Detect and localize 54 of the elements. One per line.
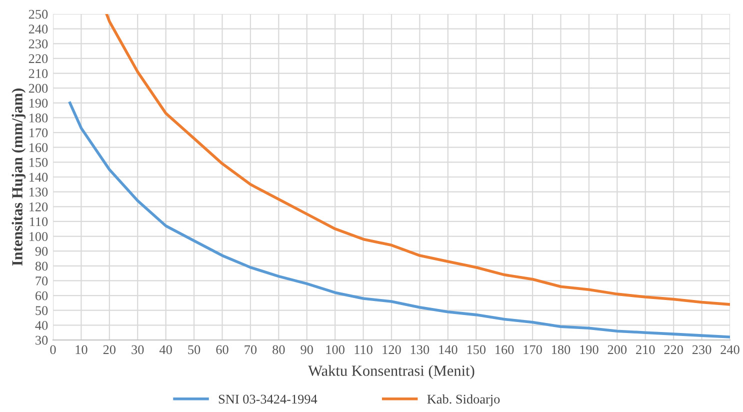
y-tick-label: 90 [35,246,48,256]
y-tick-label: 120 [30,202,48,212]
legend-label: Kab. Sidoarjo [427,394,500,406]
x-tick-label: 210 [636,345,655,354]
y-tick-label: 110 [30,217,48,226]
y-tick-label: 130 [30,188,48,197]
y-tick-label: 150 [30,158,48,167]
x-axis-title: Waktu Konsentrasi (Menit) [308,365,474,380]
y-tick-label: 220 [28,54,48,64]
line-series [105,14,730,306]
x-tick-label: 150 [467,345,486,354]
x-tick-label: 70 [244,345,257,354]
x-tick-label: 130 [410,345,430,354]
legend-label: SNI 03-3424-1994 [218,394,318,404]
x-tick-label: 190 [580,345,598,354]
x-tick-label: 20 [103,345,116,354]
y-tick-label: 40 [35,320,48,330]
y-tick-label: 80 [35,262,48,271]
x-tick-label: 170 [524,345,542,354]
y-tick-label: 70 [36,276,48,286]
y-tick-label: 200 [28,84,48,93]
x-tick-label: 60 [216,345,228,354]
y-tick-label: 140 [30,172,48,182]
x-tick-label: 10 [76,345,88,354]
line-series [68,102,730,338]
y-tick-label: 170 [30,128,48,138]
x-tick-label: 100 [326,345,344,354]
x-tick-label: 160 [496,345,514,354]
x-tick-label: 30 [132,345,144,354]
x-tick-label: 40 [159,345,172,354]
y-tick-label: 60 [36,291,48,300]
x-tick-label: 110 [354,345,372,354]
x-tick-label: 180 [552,345,570,354]
x-tick-label: 90 [300,345,313,354]
y-tick-label: 250 [28,10,48,19]
x-tick-label: 140 [439,345,458,354]
y-tick-label: 180 [30,114,48,122]
x-tick-label: 220 [664,345,683,354]
x-tick-label: 230 [692,345,712,354]
y-axis-title: Intensitas Hujan (mm/jam) [12,88,26,266]
y-tick-label: 30 [36,336,48,345]
x-tick-label: 240 [720,345,740,354]
x-tick-label: 120 [382,345,401,354]
x-tick-label: 0 [50,345,56,354]
y-tick-label: 190 [30,98,48,108]
x-tick-label: 200 [608,345,627,354]
y-tick-label: 240 [28,24,48,34]
y-tick-label: 100 [30,232,48,241]
x-tick-label: 50 [188,345,200,354]
y-tick-label: 230 [28,39,48,48]
y-tick-label: 210 [28,69,48,78]
x-tick-label: 80 [272,345,285,354]
y-tick-label: 160 [30,143,48,152]
y-tick-label: 50 [36,306,48,316]
